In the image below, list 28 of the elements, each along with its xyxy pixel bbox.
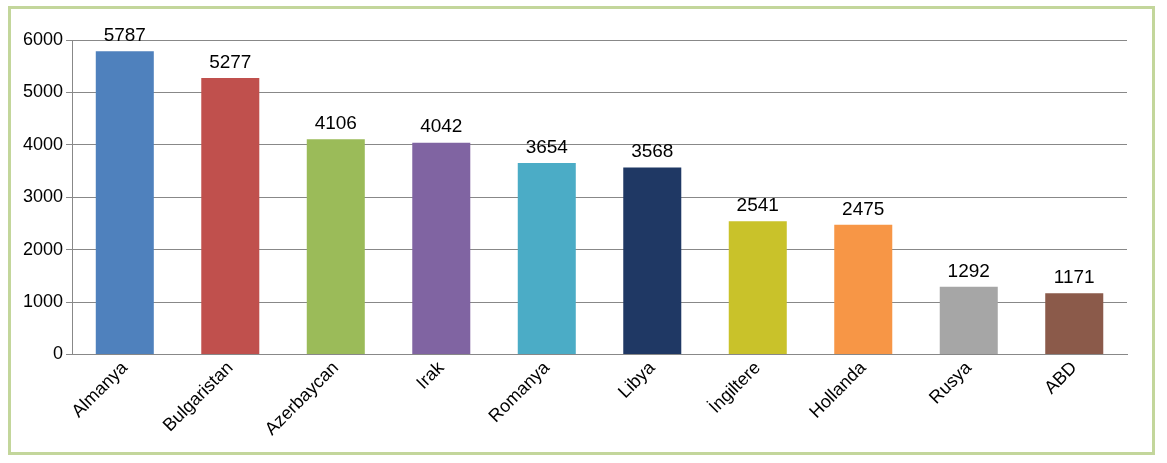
bar xyxy=(728,221,787,355)
data-label: 1171 xyxy=(1053,265,1095,287)
bar xyxy=(834,224,893,355)
y-tick-label: 1000 xyxy=(23,291,64,312)
y-tick-label: 4000 xyxy=(23,133,64,154)
bar xyxy=(306,139,365,355)
y-tick-label: 0 xyxy=(53,343,64,364)
data-label: 4042 xyxy=(420,115,463,137)
data-label: 1292 xyxy=(947,259,990,281)
data-label: 4106 xyxy=(314,112,357,134)
bar xyxy=(95,51,154,355)
bar xyxy=(412,142,471,355)
y-tick-label: 2000 xyxy=(23,238,64,259)
x-tick-label: Irak xyxy=(412,356,449,393)
data-label: 5787 xyxy=(103,23,146,45)
bar xyxy=(939,286,998,355)
bar xyxy=(517,162,576,355)
data-label: 3568 xyxy=(631,140,674,162)
y-tick-label: 5000 xyxy=(23,81,64,102)
y-tick-label: 6000 xyxy=(23,28,64,49)
bar xyxy=(201,77,260,355)
bar xyxy=(1045,293,1104,355)
data-label: 2475 xyxy=(842,197,885,219)
data-label: 3654 xyxy=(525,135,569,157)
data-label: 5277 xyxy=(209,50,252,72)
bar xyxy=(623,167,682,355)
data-label: 2541 xyxy=(736,194,779,216)
y-tick-label: 3000 xyxy=(23,186,64,207)
